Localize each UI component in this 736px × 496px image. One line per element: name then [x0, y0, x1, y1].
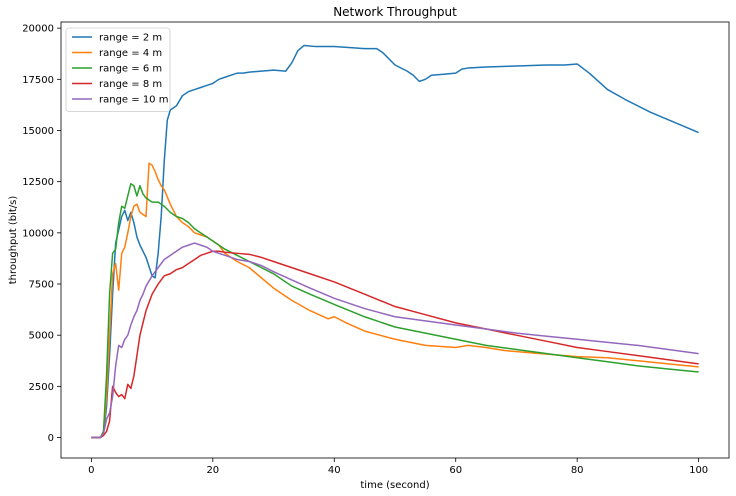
series-line-2: [91, 162, 699, 439]
chart-title: Network Throughput: [333, 5, 457, 19]
y-tick-label: 20000: [22, 24, 54, 35]
y-tick-label: 7500: [29, 280, 54, 291]
x-tick-label: 0: [88, 465, 94, 476]
legend-entry-1: range = 2 m: [99, 33, 162, 44]
y-tick-label: 2500: [29, 382, 54, 393]
legend: range = 2 m range = 4 m range = 6 m range =…: [65, 27, 171, 112]
series-line-1: [91, 44, 699, 439]
x-axis-label: time (second): [360, 480, 429, 491]
series-layer: [91, 44, 699, 439]
series-line-4: [91, 250, 699, 439]
x-tick-label: 80: [571, 465, 584, 476]
x-tick-label: 60: [449, 465, 462, 476]
series-line-3: [91, 182, 699, 439]
y-tick-label: 10000: [22, 228, 54, 239]
axes-layer: 0 20 40 60 80 100 0 2500 5000 7500 10000 12500 15000…: [22, 21, 730, 476]
y-tick-label: 12500: [22, 177, 54, 188]
legend-entry-2: range = 4 m: [99, 48, 162, 59]
y-axis-label: throughput (bit/s): [8, 196, 19, 285]
y-tick-label: 17500: [22, 75, 54, 86]
plot-frame: [60, 21, 730, 459]
legend-entry-3: range = 6 m: [99, 64, 162, 75]
y-tick-label: 5000: [29, 331, 54, 342]
legend-entry-5: range = 10 m: [99, 95, 168, 106]
legend-entry-4: range = 8 m: [99, 79, 162, 90]
x-tick-label: 20: [206, 465, 219, 476]
x-tick-label: 100: [689, 465, 708, 476]
y-tick-label: 0: [48, 433, 54, 444]
series-line-5: [91, 242, 699, 439]
legend-box: [65, 27, 171, 112]
x-tick-label: 40: [328, 465, 341, 476]
y-tick-label: 15000: [22, 126, 54, 137]
